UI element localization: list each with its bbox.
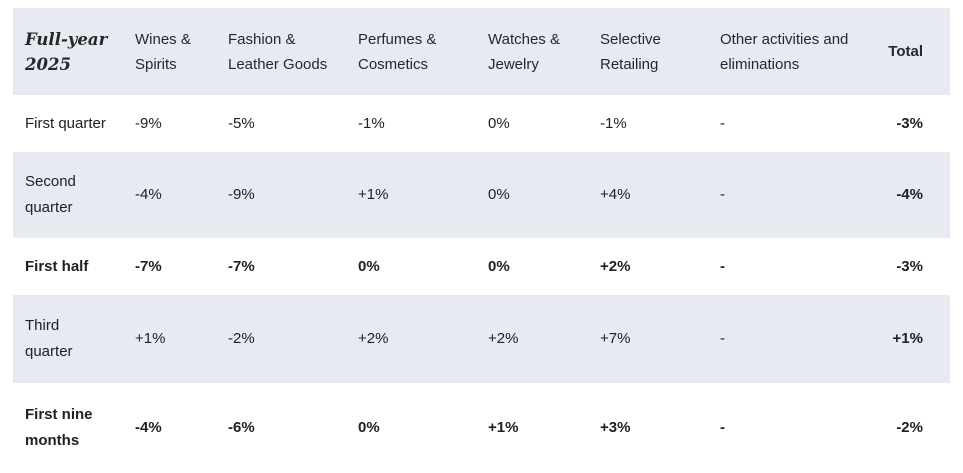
cell-value: +7%	[600, 330, 631, 347]
cell-value: +2%	[488, 330, 519, 347]
cell-total: -3%	[896, 114, 923, 132]
col-header-watches-jewelry: Watches & Jewelry	[488, 30, 560, 73]
cell-total: +1%	[892, 330, 923, 347]
table-row-third-quarter: Third quarter +1% -2% +2% +2% +7% - +1%	[13, 295, 950, 383]
cell-value: -5%	[228, 114, 255, 132]
cell-value: -1%	[358, 114, 385, 132]
cell-value: -	[720, 257, 725, 275]
table-row-first-nine-months: First nine months -4% -6% 0% +1% +3% - -…	[13, 383, 950, 473]
cell-value: -	[720, 186, 725, 203]
row-label: Second quarter	[25, 173, 76, 216]
col-header-other-activities: Other activities and eliminations	[720, 30, 849, 73]
cell-value: -6%	[228, 419, 255, 436]
row-label: First nine months	[25, 406, 93, 449]
organic-growth-table: Full-year 2025 Wines & Spirits Fashion &…	[13, 8, 950, 473]
cell-value: -9%	[135, 114, 162, 132]
table-row-second-quarter: Second quarter -4% -9% +1% 0% +4% - -4%	[13, 152, 950, 238]
col-header-perfumes-cosmetics: Perfumes & Cosmetics	[358, 30, 437, 73]
cell-value: -2%	[228, 330, 255, 347]
col-header-fashion-leather-goods: Fashion & Leather Goods	[228, 30, 328, 73]
col-header-total: Total	[888, 43, 923, 60]
cell-value: 0%	[488, 186, 510, 203]
cell-value: -7%	[228, 257, 255, 275]
cell-value: -9%	[228, 186, 255, 203]
cell-value: +1%	[358, 186, 389, 203]
row-label: First half	[25, 257, 89, 275]
cell-value: 0%	[488, 257, 510, 275]
col-header-selective-retailing: Selective Retailing	[600, 30, 661, 73]
cell-value: +2%	[358, 330, 389, 347]
cell-value: +3%	[600, 419, 631, 436]
cell-value: 0%	[358, 419, 380, 436]
cell-value: -7%	[135, 257, 162, 275]
table-row-first-quarter: First quarter -9% -5% -1% 0% -1% - -3%	[13, 95, 950, 152]
cell-value: -	[720, 114, 725, 132]
corner-label-full-year-2025: Full-year 2025	[25, 29, 108, 74]
cell-value: +1%	[135, 330, 166, 347]
cell-total: -2%	[896, 419, 923, 436]
row-label: First quarter	[25, 114, 106, 132]
cell-value: 0%	[488, 114, 510, 132]
cell-value: 0%	[358, 257, 380, 275]
cell-value: -4%	[135, 186, 162, 203]
cell-total: -3%	[896, 257, 923, 275]
col-header-wines-spirits: Wines & Spirits	[135, 30, 191, 73]
table-header-row: Full-year 2025 Wines & Spirits Fashion &…	[13, 8, 950, 95]
cell-value: -	[720, 419, 725, 436]
row-label: Third quarter	[25, 317, 73, 360]
cell-value: +4%	[600, 186, 631, 203]
cell-value: +2%	[600, 257, 631, 275]
cell-value: -4%	[135, 419, 162, 436]
cell-total: -4%	[896, 186, 923, 203]
cell-value: -	[720, 330, 725, 347]
cell-value: +1%	[488, 419, 519, 436]
table-row-first-half: First half -7% -7% 0% 0% +2% - -3%	[13, 238, 950, 295]
cell-value: -1%	[600, 114, 627, 132]
